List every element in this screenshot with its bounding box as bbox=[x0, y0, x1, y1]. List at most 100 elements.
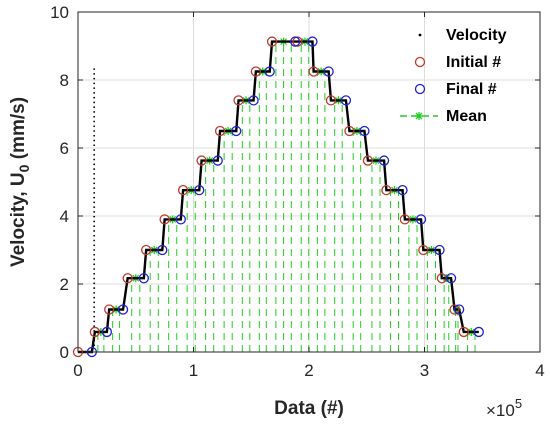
x-axis-label: Data (#) bbox=[274, 398, 344, 419]
initial-marker bbox=[325, 95, 337, 106]
x-tick-label: 0 bbox=[73, 361, 82, 380]
y-tick-label: 8 bbox=[60, 71, 69, 90]
legend-velocity-marker bbox=[418, 33, 422, 37]
velocity-dot bbox=[93, 77, 96, 80]
initial-marker bbox=[381, 185, 392, 196]
velocity-dot bbox=[93, 330, 96, 332]
velocity-dot bbox=[93, 172, 96, 175]
velocity-dot bbox=[93, 296, 96, 299]
initial-marker bbox=[449, 304, 460, 315]
final-marker bbox=[157, 244, 168, 256]
velocity-dot bbox=[93, 101, 96, 104]
initial-marker bbox=[308, 66, 319, 77]
velocity-dot bbox=[93, 268, 96, 270]
velocity-dot bbox=[93, 191, 96, 194]
y-tick-label: 2 bbox=[60, 275, 69, 294]
initial-marker bbox=[177, 185, 189, 196]
velocity-dot bbox=[93, 111, 96, 113]
final-marker bbox=[453, 304, 465, 315]
velocity-dot bbox=[93, 139, 96, 142]
y-tick-label: 10 bbox=[50, 3, 69, 22]
velocity-dot bbox=[93, 196, 96, 199]
x-tick-label: 4 bbox=[535, 361, 544, 380]
final-marker bbox=[289, 36, 301, 47]
legend-circle-marker bbox=[414, 56, 426, 68]
velocity-dot bbox=[93, 130, 96, 132]
y-tick-label: 4 bbox=[60, 207, 69, 226]
velocity-dot bbox=[93, 253, 96, 256]
velocity-dot bbox=[93, 320, 96, 323]
initial-marker bbox=[104, 304, 115, 315]
initial-marker bbox=[344, 125, 355, 137]
velocity-dot bbox=[93, 230, 96, 232]
velocity-dot bbox=[93, 201, 96, 204]
velocity-dot bbox=[93, 120, 96, 123]
velocity-dot bbox=[93, 158, 96, 161]
legend: Velocity Initial # Final # Mean bbox=[400, 27, 507, 125]
initial-marker bbox=[399, 214, 411, 225]
velocity-dot bbox=[93, 96, 96, 99]
velocity-dot bbox=[93, 301, 96, 304]
velocity-dot bbox=[93, 149, 96, 151]
x-tick-label: 1 bbox=[189, 361, 198, 380]
legend-label: Velocity bbox=[446, 27, 507, 44]
velocity-dot bbox=[93, 339, 96, 342]
initial-marker bbox=[418, 244, 429, 256]
initial-marker bbox=[159, 214, 170, 225]
y-tick-label: 6 bbox=[60, 139, 69, 158]
final-marker bbox=[323, 66, 334, 77]
final-marker bbox=[175, 214, 186, 225]
x-exponent-label: ×105 bbox=[486, 396, 522, 420]
final-marker bbox=[231, 125, 242, 137]
velocity-dot bbox=[93, 344, 96, 347]
velocity-dot bbox=[93, 291, 96, 294]
velocity-dot bbox=[93, 234, 96, 237]
initial-marker bbox=[458, 326, 469, 338]
axis-ticks: 0 1 2 3 4 0 2 4 6 8 10 bbox=[50, 3, 545, 380]
final-marker bbox=[397, 185, 408, 196]
y-axis-label-main: Velocity, U bbox=[8, 172, 29, 267]
y-axis-label: Velocity, U0 (mm/s) bbox=[8, 97, 32, 267]
x-tick-label: 3 bbox=[420, 361, 429, 380]
initial-marker bbox=[140, 244, 152, 256]
velocity-dot bbox=[93, 177, 96, 180]
velocity-dot bbox=[93, 72, 96, 75]
velocity-line bbox=[78, 40, 479, 354]
final-marker bbox=[415, 214, 427, 225]
final-marker bbox=[138, 273, 149, 284]
initial-marker bbox=[196, 155, 207, 166]
initial-marker bbox=[362, 155, 374, 166]
final-marker bbox=[264, 66, 275, 77]
x-exponent-base: ×10 bbox=[486, 401, 515, 420]
final-marker bbox=[378, 155, 390, 166]
final-marker bbox=[473, 326, 484, 338]
velocity-dot bbox=[93, 277, 96, 280]
velocity-dot bbox=[93, 325, 96, 328]
velocity-dot bbox=[93, 68, 96, 71]
final-marker bbox=[434, 244, 445, 256]
velocity-dot bbox=[93, 92, 96, 94]
velocity-dot bbox=[93, 310, 96, 313]
initial-marker bbox=[233, 95, 244, 106]
initial-marker bbox=[122, 273, 133, 284]
velocity-dot bbox=[93, 106, 96, 109]
legend-mean-star bbox=[415, 112, 423, 120]
velocity-dot bbox=[93, 211, 96, 213]
y-tick-label: 0 bbox=[60, 343, 69, 362]
velocity-dot bbox=[93, 206, 96, 209]
initial-marker bbox=[266, 36, 278, 47]
velocity-dot bbox=[93, 315, 96, 318]
velocity-dot bbox=[93, 125, 96, 128]
velocity-dot bbox=[93, 163, 96, 166]
velocity-dot bbox=[93, 220, 96, 223]
final-marker bbox=[359, 125, 370, 137]
velocity-dot bbox=[93, 82, 96, 85]
final-marker bbox=[340, 95, 352, 106]
velocity-dot bbox=[93, 263, 96, 266]
y-axis-label-subscript: 0 bbox=[16, 164, 32, 172]
velocity-dot bbox=[93, 187, 96, 190]
x-exponent-power: 5 bbox=[515, 396, 522, 411]
y-axis-label-unit: (mm/s) bbox=[8, 97, 29, 165]
velocity-dot bbox=[93, 225, 96, 228]
velocity-dot bbox=[93, 282, 96, 285]
